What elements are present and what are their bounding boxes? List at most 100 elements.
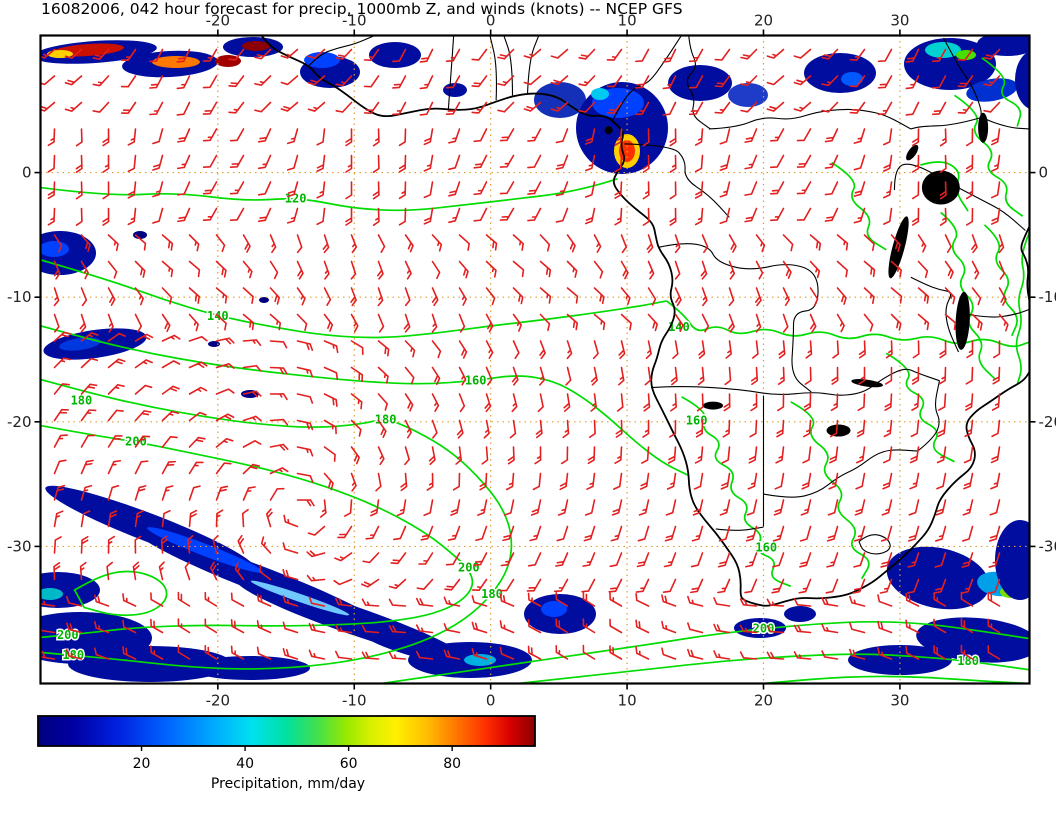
wind-barb bbox=[92, 101, 110, 113]
wind-barb bbox=[372, 128, 380, 147]
wind-barb bbox=[445, 75, 461, 89]
wind-barb bbox=[80, 510, 91, 528]
wind-barb bbox=[616, 393, 624, 412]
wind-barb bbox=[335, 624, 353, 634]
x-tick-label-top: 10 bbox=[618, 12, 637, 30]
wind-barb bbox=[254, 75, 272, 86]
wind-barb bbox=[458, 287, 467, 306]
wind-barb bbox=[877, 101, 893, 116]
wind-barb bbox=[177, 181, 191, 196]
wind-barb bbox=[584, 181, 596, 198]
wind-barb bbox=[475, 525, 488, 542]
wind-barb bbox=[428, 446, 436, 466]
country-border bbox=[624, 143, 730, 218]
wind-barb bbox=[363, 48, 380, 61]
precip-blob bbox=[995, 520, 1030, 600]
wind-barb bbox=[242, 463, 261, 475]
wind-barb bbox=[565, 366, 572, 386]
wind-barb bbox=[447, 525, 461, 541]
wind-barb bbox=[857, 393, 866, 412]
wind-barb bbox=[53, 408, 70, 422]
contour-label: 200 bbox=[458, 561, 480, 575]
wind-barb bbox=[94, 620, 110, 634]
wind-barb bbox=[809, 260, 821, 279]
wind-barb bbox=[912, 340, 920, 359]
x-tick-label-bottom: -20 bbox=[206, 692, 231, 710]
wind-barb bbox=[717, 552, 731, 568]
wind-barb bbox=[188, 436, 206, 448]
wind-barb bbox=[188, 485, 201, 501]
wind-barb bbox=[714, 75, 731, 88]
wind-barb bbox=[392, 101, 407, 116]
wind-barb bbox=[882, 207, 893, 225]
wind-barb bbox=[853, 154, 866, 171]
wind-barb bbox=[965, 154, 974, 173]
country-border bbox=[962, 308, 1030, 318]
wind-barb bbox=[512, 234, 524, 251]
wind-barb bbox=[377, 419, 387, 439]
wind-barb bbox=[638, 499, 650, 516]
wind-barb bbox=[728, 287, 735, 307]
wind-barb bbox=[578, 101, 596, 113]
wind-barb bbox=[911, 181, 920, 200]
wind-barb bbox=[269, 340, 288, 349]
wind-barb bbox=[134, 485, 147, 501]
wind-barb bbox=[745, 525, 758, 542]
wind-barb bbox=[666, 472, 677, 490]
wind-barb bbox=[161, 287, 173, 305]
height-contour bbox=[1015, 232, 1030, 385]
country-border bbox=[893, 163, 954, 191]
wind-barb bbox=[523, 75, 542, 86]
wind-barb bbox=[998, 287, 1007, 306]
wind-barb bbox=[419, 75, 434, 90]
wind-barb bbox=[882, 128, 893, 146]
wind-barb bbox=[527, 128, 542, 142]
wind-barb bbox=[176, 75, 191, 90]
wind-barb bbox=[890, 313, 902, 331]
wind-barb bbox=[403, 313, 411, 333]
wind-barb bbox=[361, 598, 380, 607]
wind-barb bbox=[282, 594, 299, 607]
wind-barb bbox=[188, 461, 204, 475]
wind-barb bbox=[620, 234, 628, 254]
wind-barb bbox=[257, 154, 272, 170]
wind-barb bbox=[365, 525, 380, 540]
wind-barb bbox=[419, 48, 434, 63]
wind-barb bbox=[539, 366, 545, 386]
wind-barb bbox=[269, 418, 289, 426]
colorbar-tick-label: 20 bbox=[133, 756, 151, 772]
height-contour bbox=[40, 378, 513, 670]
wind-barb bbox=[778, 340, 786, 359]
wind-barb bbox=[998, 313, 1009, 332]
wind-barb bbox=[772, 525, 785, 542]
axis-tick-labels: -20 -20 -10 -10 0 0 10 10 20 20 30 30 0 0 -10 -10 -20 -20… bbox=[7, 12, 1056, 710]
wind-barb bbox=[882, 472, 893, 490]
wind-barb bbox=[350, 234, 358, 254]
wind-barb bbox=[350, 260, 357, 280]
wind-barb bbox=[858, 366, 866, 385]
wind-barb bbox=[782, 313, 789, 333]
wind-barb bbox=[662, 578, 677, 594]
wind-barb bbox=[824, 128, 839, 143]
wind-barb bbox=[92, 48, 110, 60]
wind-barb bbox=[448, 128, 461, 144]
contour-label: 180 bbox=[62, 648, 84, 662]
wind-barb bbox=[938, 366, 947, 385]
country-border bbox=[489, 35, 498, 101]
wind-barb bbox=[228, 48, 245, 61]
wind-barb bbox=[485, 260, 497, 278]
wind-barb bbox=[479, 472, 488, 491]
wind-barb bbox=[809, 287, 819, 306]
wind-barb bbox=[161, 334, 181, 342]
wind-barb bbox=[739, 598, 758, 607]
wind-barb bbox=[448, 181, 461, 197]
wind-barb bbox=[695, 419, 704, 438]
wind-barb bbox=[773, 499, 785, 516]
wind-barb bbox=[853, 552, 866, 568]
wind-barb bbox=[188, 287, 201, 304]
y-tick-label-left: -20 bbox=[7, 413, 32, 431]
wind-barb bbox=[106, 561, 113, 581]
wind-barb bbox=[445, 48, 461, 62]
